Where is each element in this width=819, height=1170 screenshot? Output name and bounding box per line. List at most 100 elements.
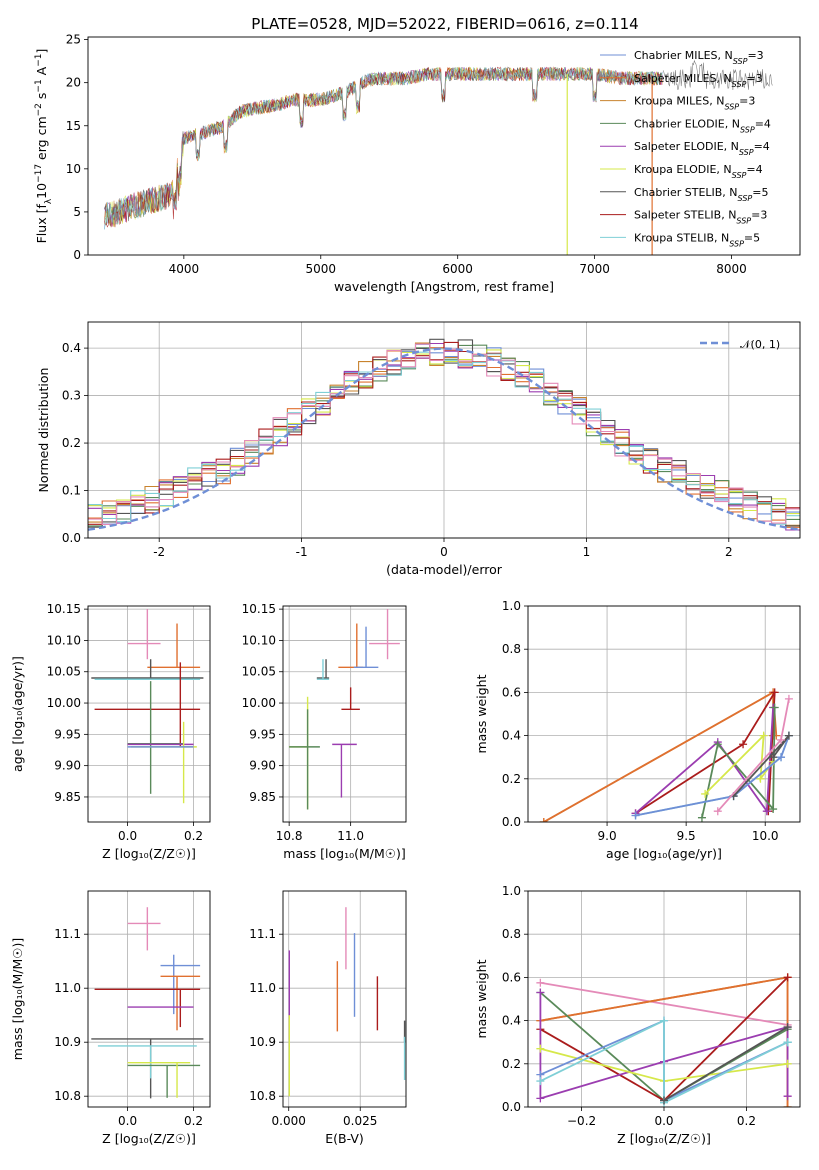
weight-series-line — [635, 735, 790, 817]
weight-point-marker — [783, 973, 792, 982]
mass_vs_ebv-chart: 0.000 0.025 10.8 10.9 11.0 11.1 E(B-V) — [249, 890, 407, 1146]
y-axis-label: mass [log₁₀(M/M☉)] — [10, 938, 25, 1060]
y-tick-label: 0.1 — [62, 484, 81, 498]
y-tick-label: 5 — [73, 205, 81, 219]
axes-frame — [87, 605, 211, 823]
weight-point-marker — [759, 731, 768, 740]
weight-point-marker — [536, 1094, 545, 1103]
weight-point-marker — [783, 1038, 792, 1047]
axes-frame — [87, 890, 211, 1108]
mass_weight_vs_age-chart: 9.0 9.5 10.0 0.0 0.2 0.4 0.6 0.8 1.0 age [log₁₀(a… — [474, 599, 801, 861]
y-tick-label: 9.95 — [54, 727, 81, 741]
weight-point-marker — [783, 1059, 792, 1068]
x-axis-label: Z [log₁₀(Z/Z☉)] — [102, 846, 196, 861]
weight-series-line — [540, 1019, 788, 1105]
x-tick-label: 0.2 — [184, 829, 203, 843]
weight-point-marker — [697, 813, 706, 822]
plot-area — [88, 338, 800, 531]
age_vs_Z-chart: 0.0 0.2 9.85 9.90 9.95 10.00 10.05 10.10 10.15 Z … — [10, 602, 211, 861]
legend-sub: SSP — [736, 216, 751, 225]
plot-area — [539, 688, 793, 822]
x-tick-label: 0.0 — [118, 1114, 137, 1128]
weight-point-marker — [777, 753, 786, 762]
legend-value: =3 — [751, 209, 767, 222]
y-tick-label: 0.2 — [502, 772, 521, 786]
y-axis-label-part: A — [34, 66, 49, 79]
y-tick-label: 10.00 — [242, 696, 276, 710]
x-tick-label: 1 — [583, 545, 591, 559]
y-tick-label: 10.8 — [249, 1089, 276, 1103]
figure-title: PLATE=0528, MJD=52022, FIBERID=0616, z=0… — [251, 15, 638, 33]
y-tick-label: 9.90 — [249, 759, 276, 773]
weight-point-marker — [770, 703, 779, 712]
x-tick-label: 8000 — [716, 262, 747, 276]
y-axis-label-part: Flux [f — [34, 204, 49, 244]
spectrum-series-line — [104, 66, 663, 230]
legend-name: Salpeter MILES, N — [634, 72, 732, 85]
y-tick-label: 0.8 — [502, 642, 521, 656]
weight-point-marker — [701, 789, 710, 798]
weight-point-marker — [769, 805, 778, 814]
x-axis-label: mass [log₁₀(M/M☉)] — [283, 846, 405, 861]
y-axis-label-part: s — [34, 93, 49, 104]
y-tick-label: 11.1 — [54, 927, 81, 941]
x-tick-label: -1 — [296, 545, 308, 559]
weight-point-marker — [784, 731, 793, 740]
y-tick-label: 0 — [73, 248, 81, 262]
x-tick-label: 11.0 — [337, 829, 364, 843]
y-axis-label: mass weight — [474, 674, 489, 753]
x-tick-label: 4000 — [169, 262, 200, 276]
legend-entry-label: 𝒩(0, 1) — [740, 338, 780, 351]
weight-point-marker — [762, 807, 771, 816]
weight-point-marker — [713, 807, 722, 816]
axes-frame — [527, 605, 801, 823]
x-tick-label: 0.000 — [272, 1114, 306, 1128]
y-tick-label: 10.9 — [249, 1035, 276, 1049]
y-tick-label: 10 — [66, 162, 81, 176]
legend-value: =3 — [739, 95, 755, 108]
x-axis-label: wavelength [Angstrom, rest frame] — [334, 279, 554, 294]
spectrum-series-line — [104, 66, 663, 224]
legend-name: Chabrier STELIB, N — [634, 186, 738, 199]
y-tick-label: 9.85 — [54, 790, 81, 804]
plot-area — [104, 59, 773, 255]
y-axis-label: Normed distribution — [36, 368, 51, 493]
y-tick-label: 0.2 — [502, 1057, 521, 1071]
y-tick-label: 0.2 — [62, 436, 81, 450]
legend-name: Salpeter STELIB, N — [634, 209, 736, 222]
x-axis-label: Z [log₁₀(Z/Z☉)] — [102, 1131, 196, 1146]
y-tick-label: 0.0 — [62, 531, 81, 545]
y-tick-label: 15 — [66, 119, 81, 133]
weight-point-marker — [536, 978, 545, 987]
weight-point-marker — [660, 1016, 668, 1025]
y-tick-label: 10.10 — [47, 633, 81, 647]
y-tick-label: 10.9 — [54, 1035, 81, 1049]
weight-series-line — [704, 733, 774, 795]
y-tick-label: 0.4 — [62, 341, 81, 355]
residuals-chart: -2 -1 0 1 2 0.0 0.1 0.2 0.3 0.4 (data-model)/error… — [36, 321, 801, 577]
y-tick-label: 1.0 — [502, 599, 521, 613]
panels: 4000 5000 6000 7000 80000510152025wavelength… — [10, 33, 801, 1146]
legend-name: Chabrier ELODIE, N — [634, 117, 740, 130]
spectrum-series-line — [104, 66, 663, 227]
y-axis-label-part: −1 — [34, 54, 44, 67]
legend-name: Kroupa MILES, N — [634, 95, 724, 108]
y-tick-label: 10.00 — [47, 696, 81, 710]
legend-sub: SSP — [724, 102, 739, 111]
x-axis-label: (data-model)/error — [386, 562, 503, 577]
y-tick-label: 0.0 — [502, 815, 521, 829]
y-tick-label: 9.90 — [54, 759, 81, 773]
y-axis-label-part: erg cm — [34, 116, 49, 164]
y-tick-label: 10.05 — [242, 665, 276, 679]
plot-area — [536, 973, 792, 1107]
y-tick-label: 11.1 — [249, 927, 276, 941]
mass_weight_vs_Z-chart: −0.2 0.0 0.2 0.0 0.2 0.4 0.6 0.8 1.0 Z [log₁₀(Z/Z… — [474, 884, 801, 1146]
x-tick-label: 5000 — [305, 262, 336, 276]
x-tick-label: −0.2 — [567, 1114, 596, 1128]
y-tick-label: 9.85 — [249, 790, 276, 804]
y-tick-label: 0.4 — [502, 1014, 521, 1028]
weight-series-line — [663, 1026, 789, 1102]
legend-entry-label: Kroupa STELIB, NSSP=5 — [634, 231, 760, 248]
y-tick-label: 10.15 — [242, 602, 276, 616]
axes-frame — [527, 890, 801, 1108]
